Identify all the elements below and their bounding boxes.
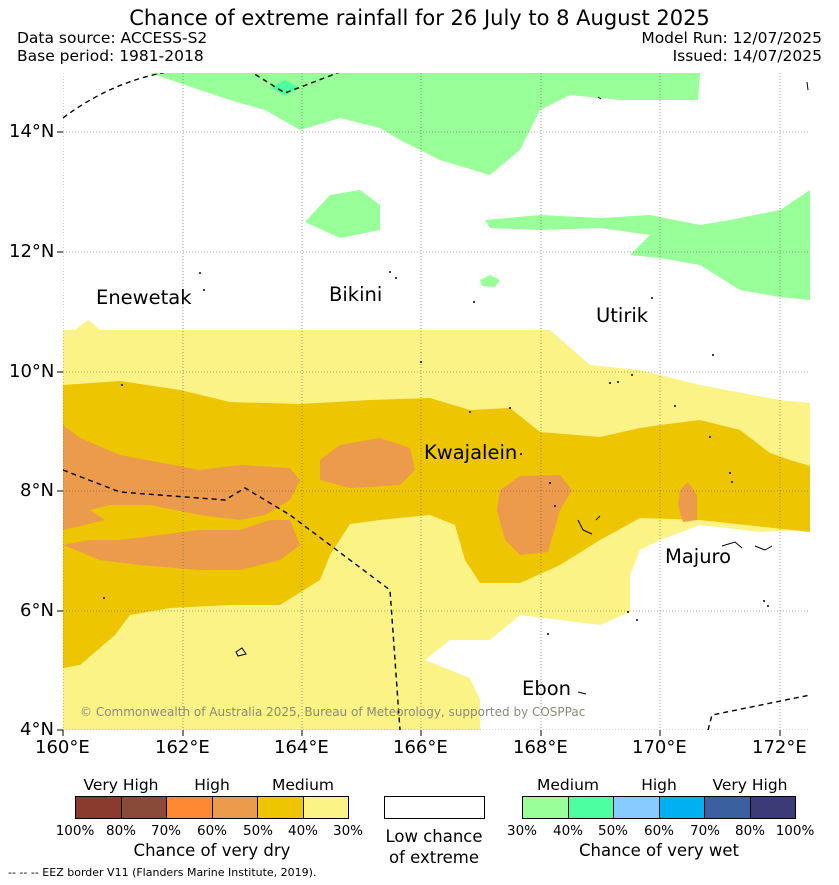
lat-label-10n: 10°N bbox=[9, 361, 55, 382]
wet-tick: 70% bbox=[689, 823, 721, 839]
lon-label-172e: 172°E bbox=[752, 737, 807, 758]
base-period-label: Base period: 1981-2018 bbox=[17, 47, 204, 65]
dry-tick: 60% bbox=[196, 823, 228, 839]
place-utirik: Utirik bbox=[596, 304, 649, 327]
dry-cat-very-high: Very High bbox=[83, 776, 159, 794]
dry-swatch-80-100 bbox=[76, 797, 122, 818]
map-fill bbox=[63, 73, 810, 730]
wet-colorbar bbox=[522, 796, 796, 819]
dry-colorbar-title: Chance of very dry bbox=[133, 841, 291, 860]
islands bbox=[235, 81, 809, 695]
wet-swatch-70-80 bbox=[705, 797, 751, 818]
wet-swatch-40-50 bbox=[568, 797, 614, 818]
axis-ticks bbox=[57, 131, 781, 736]
dry-region-50-60-centre bbox=[320, 438, 415, 488]
lon-label-160e: 160°E bbox=[35, 737, 90, 758]
dry-tick: 100% bbox=[55, 823, 95, 839]
lat-label-12n: 12°N bbox=[9, 241, 55, 262]
wet-colorbar-title: Chance of very wet bbox=[579, 841, 739, 860]
eez-note: -- -- -- EEZ border V11 (Flanders Marine… bbox=[8, 866, 317, 879]
dry-swatch-70-80 bbox=[121, 797, 167, 818]
wet-tick: 30% bbox=[506, 823, 538, 839]
copyright-notice: © Commonwealth of Australia 2025, Bureau… bbox=[80, 705, 586, 719]
dry-swatch-50-60 bbox=[212, 797, 258, 818]
dry-region-50-60-east bbox=[497, 475, 572, 555]
wet-tick: 60% bbox=[643, 823, 675, 839]
dry-swatch-30-40 bbox=[303, 797, 348, 818]
wet-cat-high: High bbox=[641, 776, 677, 794]
wet-region-tip bbox=[270, 80, 300, 95]
dry-region-50-60-west bbox=[63, 425, 300, 570]
lat-label-6n: 6°N bbox=[20, 600, 54, 621]
dry-cat-high: High bbox=[194, 776, 230, 794]
dry-swatch-60-70 bbox=[167, 797, 213, 818]
wet-tick: 50% bbox=[597, 823, 629, 839]
wet-swatch-50-60 bbox=[614, 797, 660, 818]
data-source-label: Data source: ACCESS-S2 bbox=[17, 29, 208, 47]
wet-cat-very-high: Very High bbox=[712, 776, 788, 794]
wet-region-small bbox=[480, 275, 500, 287]
lat-label-4n: 4°N bbox=[20, 719, 54, 740]
lon-label-166e: 166°E bbox=[393, 737, 448, 758]
wet-swatch-30-40 bbox=[523, 797, 569, 818]
wet-cat-medium: Medium bbox=[537, 776, 599, 794]
dry-region-medium bbox=[63, 381, 810, 668]
place-enewetak: Enewetak bbox=[96, 286, 192, 309]
dry-cat-medium: Medium bbox=[272, 776, 334, 794]
lon-label-164e: 164°E bbox=[274, 737, 329, 758]
dry-tick: 70% bbox=[150, 823, 182, 839]
place-ebon: Ebon bbox=[522, 677, 571, 700]
wet-swatch-80-100 bbox=[750, 797, 795, 818]
dry-swatch-40-50 bbox=[258, 797, 304, 818]
dry-tick: 40% bbox=[287, 823, 319, 839]
model-run-label: Model Run: 12/07/2025 bbox=[641, 29, 822, 47]
wet-tick: 80% bbox=[734, 823, 766, 839]
place-bikini: Bikini bbox=[329, 283, 383, 306]
dry-tick: 30% bbox=[332, 823, 364, 839]
dry-tick: 50% bbox=[242, 823, 274, 839]
low-chance-title-line1: Low chance bbox=[385, 827, 483, 846]
issued-label: Issued: 14/07/2025 bbox=[672, 47, 822, 65]
chart-title: Chance of extreme rainfall for 26 July t… bbox=[129, 6, 710, 30]
wet-tick: 40% bbox=[552, 823, 584, 839]
wet-swatch-60-70 bbox=[659, 797, 705, 818]
low-chance-title-line2: of extreme bbox=[388, 848, 480, 867]
low-chance-swatch bbox=[384, 796, 485, 819]
lon-label-170e: 170°E bbox=[632, 737, 687, 758]
dry-colorbar bbox=[75, 796, 349, 819]
island-dots bbox=[103, 271, 769, 635]
place-majuro: Majuro bbox=[665, 545, 732, 568]
wet-region-north bbox=[150, 73, 700, 175]
dry-tick: 80% bbox=[105, 823, 137, 839]
wet-region-band bbox=[485, 190, 810, 300]
lon-label-162e: 162°E bbox=[155, 737, 210, 758]
wet-tick: 100% bbox=[775, 823, 815, 839]
place-kwajalein: Kwajalein bbox=[424, 441, 518, 464]
dry-region-50-60-far-east bbox=[678, 482, 697, 522]
lat-label-8n: 8°N bbox=[20, 480, 54, 501]
wet-region-central bbox=[305, 190, 380, 238]
eez-border bbox=[63, 73, 810, 730]
lon-label-168e: 168°E bbox=[513, 737, 568, 758]
lat-label-14n: 14°N bbox=[9, 121, 55, 142]
